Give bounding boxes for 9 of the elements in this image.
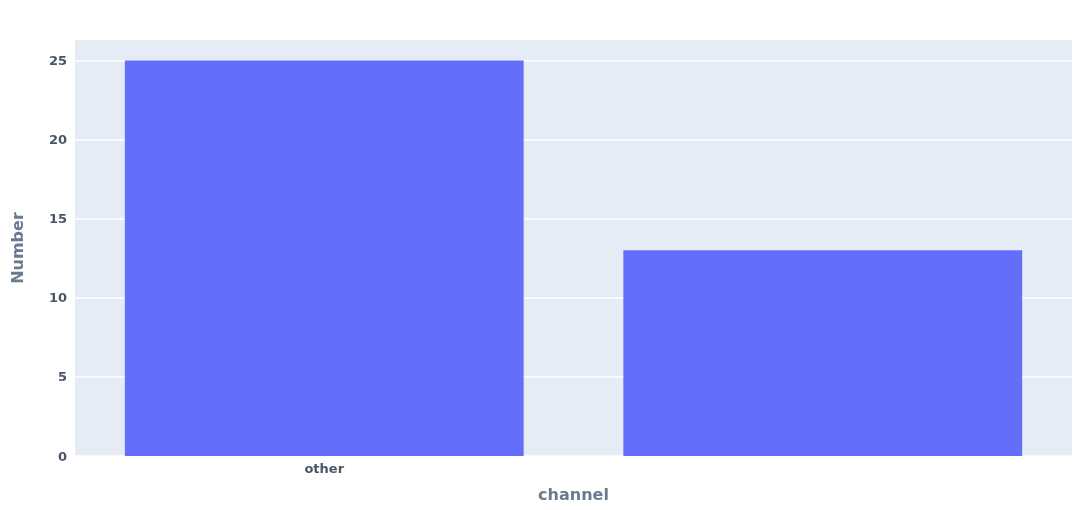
y-tick-label: 10 <box>48 290 67 306</box>
y-tick-label: 0 <box>57 448 67 464</box>
x-axis-title: channel <box>538 484 609 504</box>
y-axis-title: Number <box>7 212 27 284</box>
y-tick-label: 20 <box>48 132 67 148</box>
x-tick-label: other <box>304 461 345 476</box>
y-tick-label: 15 <box>48 211 67 227</box>
y-tick-label: 25 <box>48 53 67 69</box>
y-tick-label: 5 <box>57 369 67 385</box>
